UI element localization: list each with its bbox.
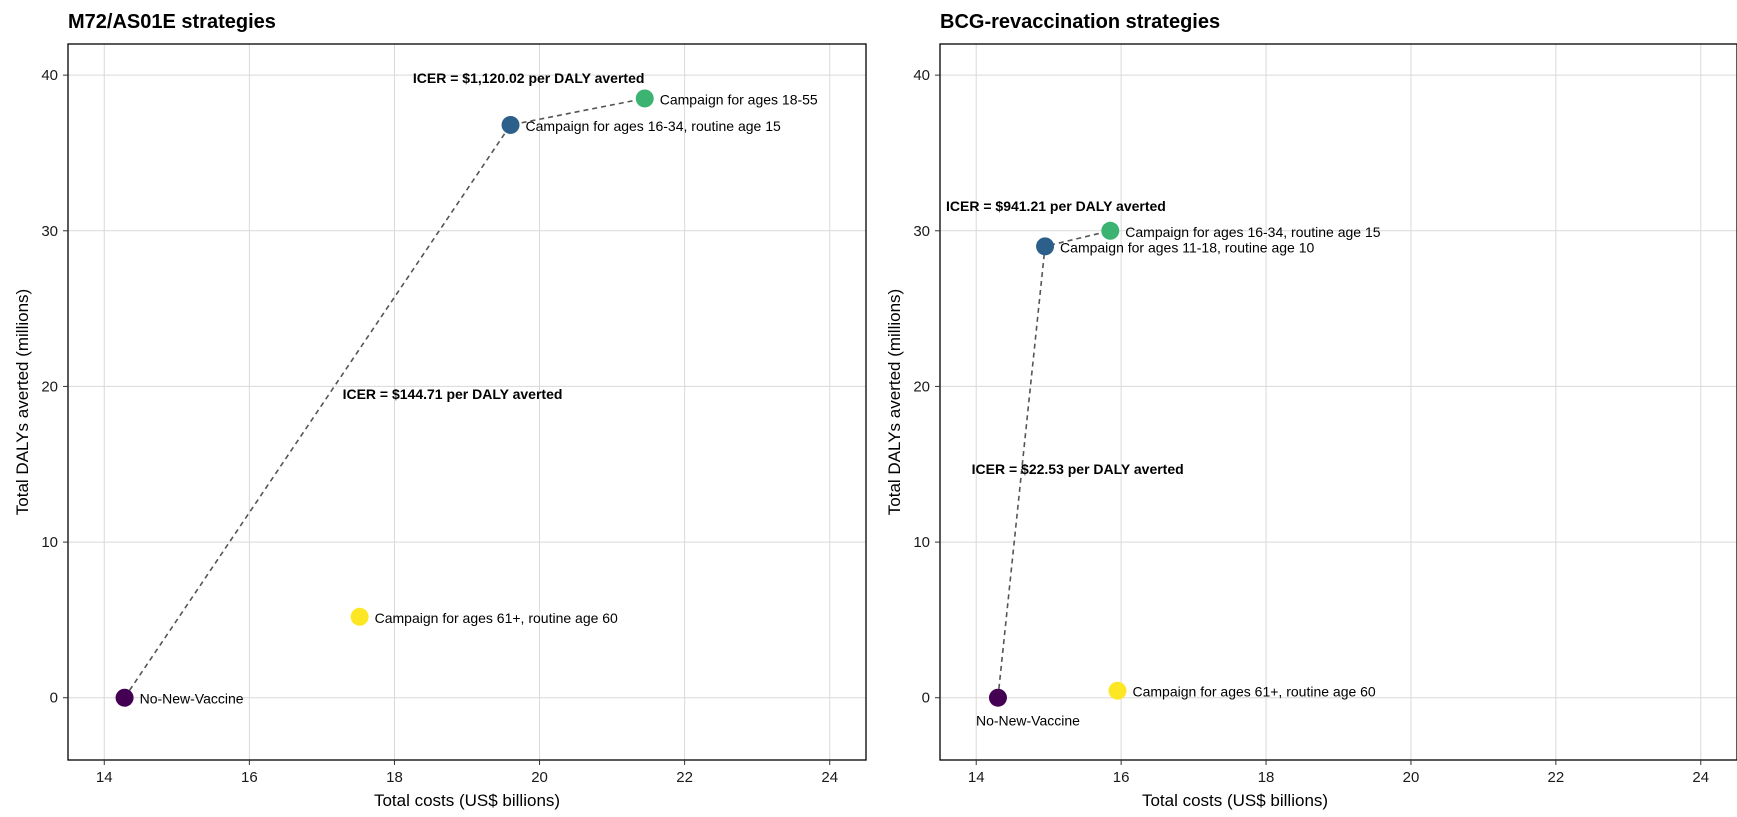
x-tick-label: 18 — [386, 769, 403, 786]
point-label: Campaign for ages 16-34, routine age 15 — [1125, 224, 1380, 240]
panel-m72: M72/AS01E strategies 14 16 18 20 22 24 0 10 20 30 4… — [13, 11, 867, 810]
chart-title: M72/AS01E strategies — [68, 11, 276, 33]
data-point — [350, 607, 369, 626]
plot-frame — [939, 43, 1737, 761]
plot-area — [940, 44, 1737, 760]
point-label: Campaign for ages 16-34, routine age 15 — [526, 118, 781, 134]
x-tick-label: 14 — [968, 769, 985, 786]
y-tick-label: 0 — [50, 690, 58, 707]
x-tick-label: 18 — [1258, 769, 1275, 786]
y-tick-label: 40 — [913, 67, 930, 84]
point-label: No-New-Vaccine — [976, 713, 1080, 729]
icer-annotation: ICER = $1,120.02 per DALY averted — [413, 70, 645, 86]
data-point — [501, 115, 520, 134]
data-point — [1108, 681, 1127, 700]
x-tick-label: 16 — [1113, 769, 1130, 786]
x-tick-label: 24 — [1692, 769, 1709, 786]
point-label: Campaign for ages 11-18, routine age 10 — [1060, 239, 1314, 255]
y-tick-label: 20 — [41, 378, 58, 395]
y-tick-label: 40 — [41, 67, 58, 84]
y-axis-title: Total DALYs averted (millions) — [885, 289, 904, 515]
x-tick-label: 22 — [1548, 769, 1565, 786]
point-label: No-New-Vaccine — [140, 691, 244, 707]
icer-annotation: ICER = $22.53 per DALY averted — [972, 461, 1184, 477]
plot-frame — [67, 43, 867, 761]
x-tick-label: 20 — [531, 769, 548, 786]
point-label: Campaign for ages 18-55 — [660, 91, 818, 107]
x-tick-label: 14 — [96, 769, 113, 786]
x-tick-label: 24 — [821, 769, 838, 786]
x-tick-label: 20 — [1403, 769, 1420, 786]
point-label: Campaign for ages 61+, routine age 60 — [1133, 684, 1376, 700]
y-tick-label: 0 — [922, 690, 930, 707]
icer-annotation: ICER = $941.21 per DALY averted — [946, 198, 1166, 214]
x-tick-label: 16 — [241, 769, 258, 786]
y-tick-label: 10 — [913, 534, 930, 551]
point-label: Campaign for ages 61+, routine age 60 — [375, 610, 618, 626]
data-point — [115, 688, 134, 707]
x-tick-label: 22 — [676, 769, 693, 786]
data-point — [635, 89, 654, 108]
x-axis-title: Total costs (US$ billions) — [374, 791, 560, 810]
x-axis-title: Total costs (US$ billions) — [1142, 791, 1328, 810]
panel-bcg: BCG-revaccination strategies 14 16 18 20 22 24… — [885, 11, 1737, 810]
data-point — [988, 688, 1007, 707]
chart-title: BCG-revaccination strategies — [940, 11, 1220, 33]
y-axis-title: Total DALYs averted (millions) — [13, 289, 32, 515]
icer-annotation: ICER = $144.71 per DALY averted — [343, 386, 563, 402]
data-point — [1101, 221, 1120, 240]
plot-area — [68, 44, 866, 760]
data-point — [1036, 237, 1055, 256]
y-tick-label: 30 — [913, 223, 930, 240]
y-tick-label: 20 — [913, 378, 930, 395]
y-tick-label: 30 — [41, 223, 58, 240]
y-tick-label: 10 — [41, 534, 58, 551]
